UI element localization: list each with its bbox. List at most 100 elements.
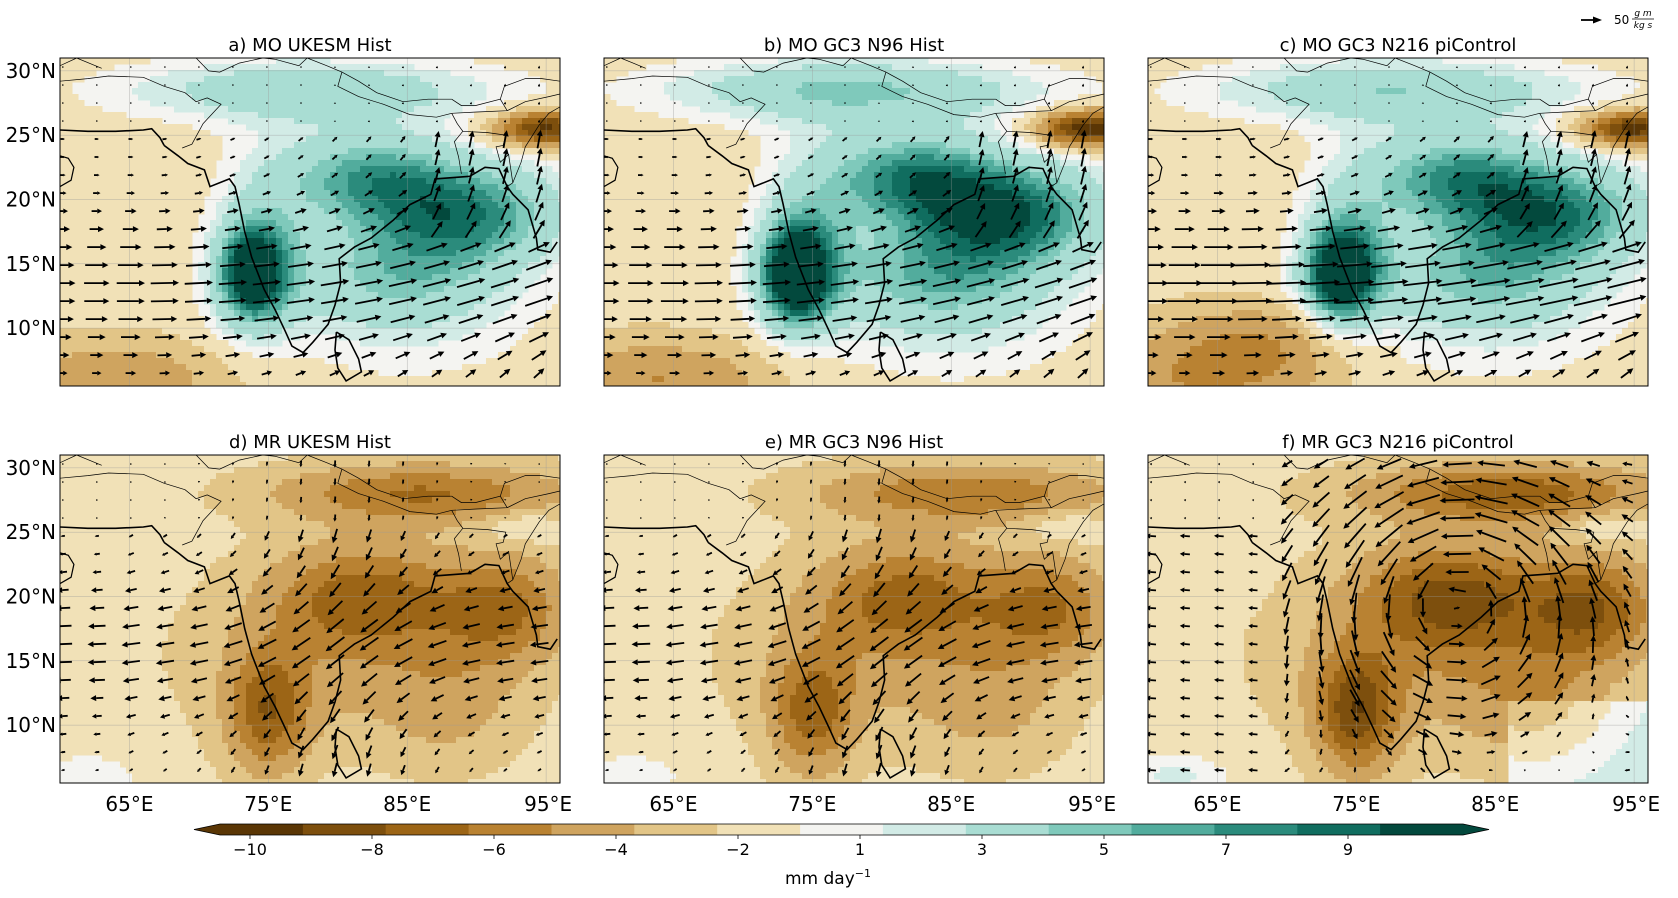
wind-vector <box>502 749 509 754</box>
wind-vector <box>1446 695 1468 702</box>
wind-vector <box>164 102 166 104</box>
wind-vector <box>1624 638 1630 650</box>
wind-vector <box>1179 533 1190 539</box>
wind-vector <box>428 658 447 667</box>
wind-vector <box>742 498 745 501</box>
wind-vector <box>361 600 378 615</box>
wind-vector <box>1012 166 1019 184</box>
wind-vector <box>1082 517 1084 519</box>
wind-vector <box>1478 332 1503 342</box>
wind-vector <box>156 226 173 232</box>
wind-vector <box>797 261 824 268</box>
wind-vector <box>604 732 611 736</box>
wind-vector <box>1216 137 1222 141</box>
country-border <box>512 106 560 183</box>
wind-vector <box>331 762 338 778</box>
wind-vector <box>706 137 712 141</box>
wind-vector <box>1483 637 1498 652</box>
y-tick-label: 15°N <box>6 649 56 673</box>
wind-vector <box>1345 457 1366 470</box>
wind-vector <box>1303 261 1339 268</box>
wind-vector <box>262 190 272 196</box>
wind-vector <box>1343 490 1368 509</box>
wind-vector <box>843 496 847 504</box>
wind-vector <box>836 225 853 232</box>
wind-vector <box>671 552 679 556</box>
wind-vector <box>84 280 110 287</box>
colorbar-segment <box>965 824 1050 835</box>
wind-vector <box>164 463 166 465</box>
wind-vector <box>360 618 379 633</box>
wind-vector <box>1578 241 1608 253</box>
wind-vector <box>945 497 949 503</box>
sri-lanka-coastline <box>1422 728 1451 779</box>
wind-vector <box>1248 551 1258 557</box>
wind-vector <box>1034 277 1064 289</box>
wind-vector <box>1487 135 1494 143</box>
wind-vector <box>1403 296 1443 305</box>
wind-vector <box>665 659 685 666</box>
wind-vector <box>1312 491 1331 508</box>
wind-vector <box>330 564 341 580</box>
wind-vector <box>703 208 715 214</box>
x-tick-label: 65°E <box>649 792 697 816</box>
wind-vector <box>1180 190 1190 196</box>
wind-vector <box>260 208 273 214</box>
wind-vector <box>606 102 608 104</box>
wind-vector <box>707 768 712 772</box>
wind-vector <box>198 66 200 68</box>
wind-vector <box>1013 101 1016 105</box>
wind-vector <box>772 568 782 576</box>
wind-vector <box>94 138 99 141</box>
wind-vector <box>1281 190 1292 196</box>
wind-vector <box>1149 499 1153 502</box>
wind-vector <box>465 587 478 594</box>
wind-vector <box>804 208 817 214</box>
wind-vector <box>1207 226 1230 233</box>
wind-vector <box>292 225 309 232</box>
wind-vector <box>771 208 783 214</box>
wind-vector <box>60 155 66 159</box>
wind-vector <box>1554 692 1564 705</box>
wind-vector <box>1447 659 1467 666</box>
wind-vector <box>1082 463 1084 465</box>
wind-vector <box>1217 463 1221 466</box>
wind-vector <box>1477 460 1506 467</box>
wind-vector <box>163 516 167 519</box>
wind-vector <box>1081 119 1085 123</box>
wind-vector <box>978 149 985 166</box>
wind-vector <box>1214 767 1224 773</box>
wind-vector <box>979 83 982 87</box>
wind-vector <box>902 242 924 251</box>
country-border <box>1550 130 1602 187</box>
wind-vector <box>365 763 372 777</box>
wind-vector <box>1448 586 1466 593</box>
wind-vector <box>392 242 414 252</box>
wind-vector <box>640 517 642 519</box>
wind-vector <box>1573 277 1613 289</box>
wind-vector <box>1012 749 1019 755</box>
wind-vector <box>874 564 885 580</box>
wind-vector <box>1047 119 1051 123</box>
wind-vector <box>631 244 651 251</box>
wind-vector <box>93 191 101 195</box>
wind-vector <box>1541 259 1577 270</box>
wind-vector <box>1248 623 1258 629</box>
wind-vector <box>672 155 678 159</box>
wind-vector <box>1417 190 1428 197</box>
wind-vector <box>976 568 986 576</box>
wind-vector <box>841 173 849 178</box>
wind-vector <box>1318 651 1325 673</box>
wind-vector <box>738 191 747 195</box>
wind-vector <box>869 654 889 670</box>
wind-vector <box>807 155 814 160</box>
wind-vector <box>801 638 821 649</box>
wind-vector <box>426 242 448 252</box>
wind-vector <box>322 315 348 323</box>
wind-vector <box>978 167 985 184</box>
wind-vector <box>1240 334 1265 340</box>
wind-vector <box>840 709 851 723</box>
wind-vector <box>979 120 982 123</box>
wind-vector <box>1082 481 1084 483</box>
wind-vector <box>640 84 642 86</box>
